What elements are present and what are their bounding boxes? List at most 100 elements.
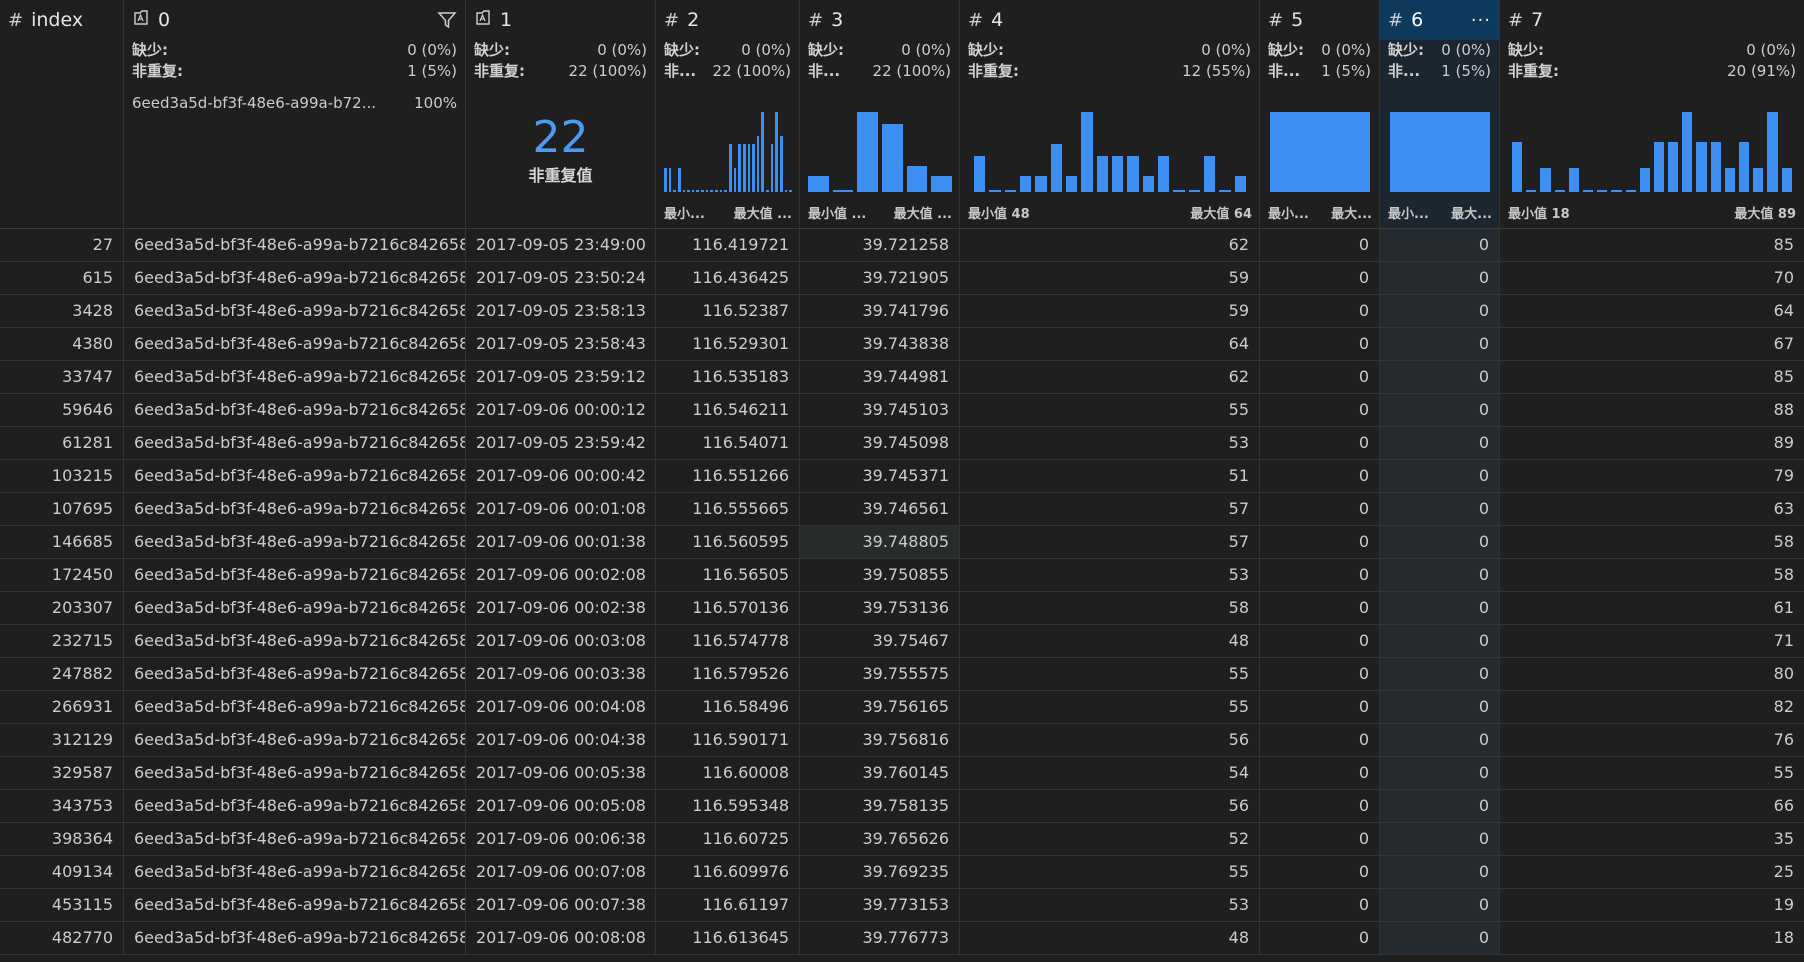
table-cell[interactable]: 39.721905 [800,262,960,294]
table-cell[interactable]: 6eed3a5d-bf3f-48e6-a99a-b7216c842658 [124,691,466,723]
table-cell[interactable]: 0 [1260,757,1380,789]
table-row[interactable]: 33747 6eed3a5d-bf3f-48e6-a99a-b7216c84265… [0,361,1804,394]
table-cell[interactable]: 53 [960,889,1260,921]
table-cell[interactable]: 146685 [0,526,124,558]
table-cell[interactable]: 0 [1380,460,1500,492]
table-row[interactable]: 398364 6eed3a5d-bf3f-48e6-a99a-b7216c8426… [0,823,1804,856]
histogram-bar[interactable] [1111,156,1124,192]
table-row[interactable]: 247882 6eed3a5d-bf3f-48e6-a99a-b7216c8426… [0,658,1804,691]
table-cell[interactable]: 33747 [0,361,124,393]
table-cell[interactable]: 6eed3a5d-bf3f-48e6-a99a-b7216c842658 [124,361,466,393]
table-cell[interactable]: 0 [1380,856,1500,888]
more-icon[interactable]: ··· [1470,9,1491,31]
histogram-bar[interactable] [1739,141,1750,192]
table-cell[interactable]: 2017-09-06 00:07:38 [466,889,656,921]
histogram-bar[interactable] [770,144,774,192]
table-cell[interactable]: 6eed3a5d-bf3f-48e6-a99a-b7216c842658 [124,757,466,789]
table-cell[interactable]: 2017-09-06 00:03:08 [466,625,656,657]
table-cell[interactable]: 0 [1380,724,1500,756]
histogram-bar[interactable] [1682,112,1693,192]
table-cell[interactable]: 0 [1260,526,1380,558]
table-cell[interactable]: 79 [1773,466,1794,485]
table-cell[interactable]: 39.776773 [800,922,960,954]
table-row[interactable]: 203307 6eed3a5d-bf3f-48e6-a99a-b7216c8426… [0,592,1804,625]
table-cell[interactable]: 71 [1773,631,1794,650]
table-cell[interactable]: 6eed3a5d-bf3f-48e6-a99a-b7216c842658 [124,328,466,360]
table-cell[interactable]: 116.56505 [656,559,800,591]
table-row[interactable]: 27 6eed3a5d-bf3f-48e6-a99a-b7216c842658 20… [0,229,1804,262]
histogram-bar[interactable] [1653,141,1665,192]
table-cell[interactable]: 39.743838 [800,328,960,360]
column-header-3[interactable]: # 3 缺少: 0 (0%) 非... 22 (100%) 最小值 ... 最大值 .… [800,0,960,228]
table-cell[interactable]: 482770 [0,922,124,954]
table-cell[interactable]: 6eed3a5d-bf3f-48e6-a99a-b7216c842658 [124,526,466,558]
table-cell[interactable]: 39.721258 [800,229,960,261]
histogram-bar[interactable] [1526,189,1537,192]
histogram-bar[interactable] [1639,168,1650,192]
histogram[interactable] [1270,112,1370,192]
table-cell[interactable]: 89 [1773,433,1794,452]
histogram-bar[interactable] [724,189,727,192]
table-cell[interactable]: 6eed3a5d-bf3f-48e6-a99a-b7216c842658 [124,658,466,690]
table-cell[interactable]: 6eed3a5d-bf3f-48e6-a99a-b7216c842658 [124,856,466,888]
column-header-6[interactable]: # 6 ··· 缺少: 0 (0%) 非... 1 (5%) 最小... 最大... [1380,0,1500,228]
table-cell[interactable]: 116.419721 [656,229,800,261]
table-cell[interactable]: 2017-09-05 23:58:43 [466,328,656,360]
table-cell[interactable]: 39.758135 [800,790,960,822]
histogram-bar[interactable] [1781,168,1792,192]
histogram-bar[interactable] [1219,190,1231,192]
table-cell[interactable]: 6eed3a5d-bf3f-48e6-a99a-b7216c842658 [124,592,466,624]
table-cell[interactable]: 70 [1773,268,1794,287]
table-cell[interactable]: 55 [960,691,1260,723]
histogram-bar[interactable] [668,168,672,192]
table-cell[interactable]: 39.745098 [800,427,960,459]
column-header-2[interactable]: # 2 缺少: 0 (0%) 非... 22 (100%) 最小... 最大值 ... [656,0,800,228]
table-cell[interactable]: 116.54071 [656,427,800,459]
table-cell[interactable]: 0 [1260,493,1380,525]
histogram-bar[interactable] [1568,168,1579,192]
table-cell[interactable]: 116.52387 [656,295,800,327]
table-cell[interactable]: 6eed3a5d-bf3f-48e6-a99a-b7216c842658 [124,724,466,756]
histogram-bar[interactable] [696,189,700,192]
histogram-bar[interactable] [1050,144,1062,192]
histogram-bar[interactable] [761,112,765,192]
table-cell[interactable]: 39.75467 [800,625,960,657]
table-cell[interactable]: 4380 [0,328,124,360]
table-cell[interactable]: 62 [960,229,1260,261]
table-cell[interactable]: 116.574778 [656,625,800,657]
histogram[interactable] [664,112,792,192]
table-cell[interactable]: 64 [960,328,1260,360]
table-cell[interactable]: 0 [1260,922,1380,954]
table-cell[interactable]: 57 [960,526,1260,558]
table-cell[interactable]: 59 [960,295,1260,327]
histogram-bar[interactable] [1188,190,1200,192]
histogram-bar[interactable] [906,165,928,192]
table-cell[interactable]: 0 [1380,559,1500,591]
table-row[interactable]: 453115 6eed3a5d-bf3f-48e6-a99a-b7216c8426… [0,889,1804,922]
histogram-bar[interactable] [691,189,695,192]
histogram-bar[interactable] [881,124,903,192]
column-header-0[interactable]: 0 缺少: 0 (0%) 非重复: 1 (5%) 6eed3a5d-bf3f-48e… [124,0,466,228]
table-cell[interactable]: 103215 [0,460,124,492]
table-cell[interactable]: 6eed3a5d-bf3f-48e6-a99a-b7216c842658 [124,889,466,921]
table-cell[interactable]: 0 [1380,295,1500,327]
table-cell[interactable]: 116.579526 [656,658,800,690]
filter-icon[interactable] [437,10,457,30]
table-cell[interactable]: 6eed3a5d-bf3f-48e6-a99a-b7216c842658 [124,625,466,657]
table-cell[interactable]: 116.535183 [656,361,800,393]
table-cell[interactable]: 116.58496 [656,691,800,723]
table-cell[interactable]: 0 [1260,658,1380,690]
table-cell[interactable]: 56 [960,790,1260,822]
table-cell[interactable]: 247882 [0,658,124,690]
table-cell[interactable]: 76 [1773,730,1794,749]
table-cell[interactable]: 2017-09-06 00:02:08 [466,559,656,591]
table-cell[interactable]: 116.436425 [656,262,800,294]
table-cell[interactable]: 0 [1380,361,1500,393]
table-cell[interactable]: 39.755575 [800,658,960,690]
table-cell[interactable]: 232715 [0,625,124,657]
histogram-bar[interactable] [766,189,769,192]
table-cell[interactable]: 39.745103 [800,394,960,426]
histogram-bar[interactable] [808,176,829,192]
table-cell[interactable]: 61281 [0,427,124,459]
table-row[interactable]: 482770 6eed3a5d-bf3f-48e6-a99a-b7216c8426… [0,922,1804,955]
